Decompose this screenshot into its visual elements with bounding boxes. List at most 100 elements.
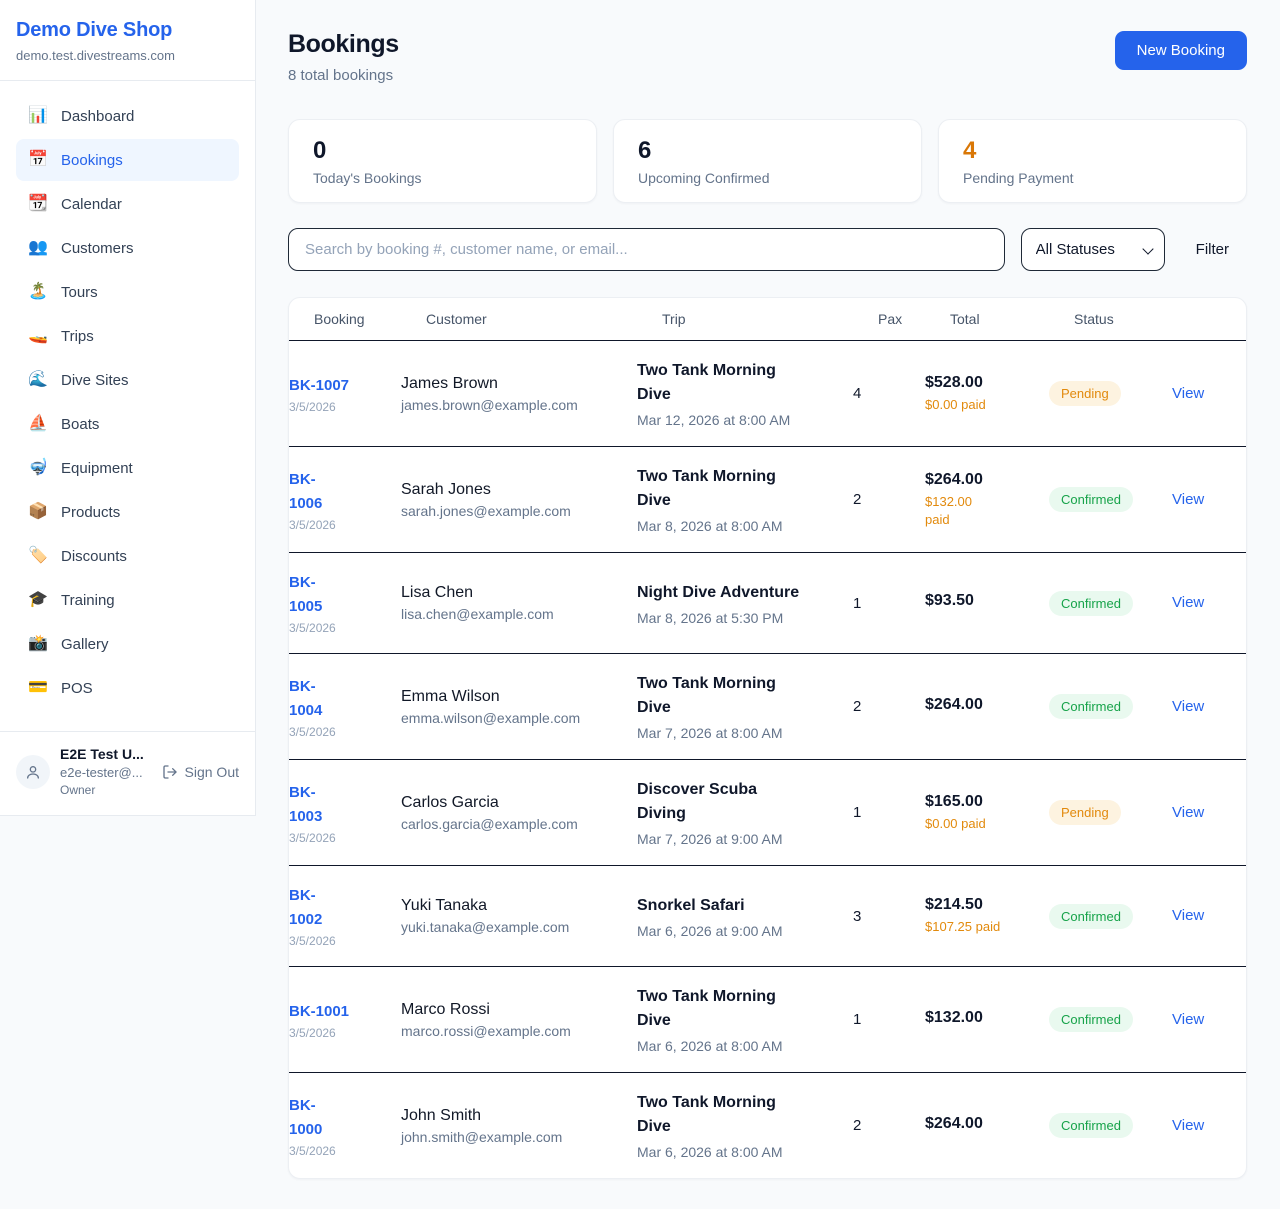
pax-count: 4 <box>853 385 862 402</box>
sidebar-item[interactable]: 👥 Customers <box>16 227 239 269</box>
brand-block: Demo Dive Shop demo.test.divestreams.com <box>0 0 255 81</box>
view-link[interactable]: View <box>1172 594 1205 611</box>
sidebar-item[interactable]: 💳 POS <box>16 667 239 709</box>
booking-id-link[interactable]: BK- 1006 <box>289 470 323 512</box>
trip-datetime: Mar 6, 2026 at 9:00 AM <box>637 922 783 939</box>
total-amount: $93.50 <box>925 592 974 609</box>
stat-label: Pending Payment <box>963 170 1074 186</box>
search-input[interactable] <box>288 228 1005 271</box>
column-header-trip: Trip <box>662 311 686 327</box>
tag-icon: 🏷️ <box>28 547 48 564</box>
sidebar-item[interactable]: 📊 Dashboard <box>16 95 239 137</box>
booking-id-link[interactable]: BK- 1004 <box>289 677 323 719</box>
sidebar-item[interactable]: 🌊 Dive Sites <box>16 359 239 401</box>
sidebar-item-label: Calendar <box>61 195 122 213</box>
paid-amount: $132.00 paid <box>925 493 972 527</box>
booking-id-link[interactable]: BK- 1002 <box>289 887 323 928</box>
view-link[interactable]: View <box>1172 803 1205 821</box>
new-booking-button[interactable]: New Booking <box>1114 31 1247 70</box>
booking-date: 3/5/2026 <box>289 1025 336 1040</box>
view-link[interactable]: View <box>1172 907 1205 924</box>
main-content: Bookings 8 total bookings New Booking 0 … <box>256 0 1280 1209</box>
customer-name: Marco Rossi <box>401 1000 490 1018</box>
people-icon: 👥 <box>28 239 48 256</box>
sidebar-item-label: Tours <box>61 283 98 301</box>
sidebar-item[interactable]: 🤿 Equipment <box>16 447 239 489</box>
booking-id-link[interactable]: BK- 1000 <box>289 1096 323 1138</box>
view-link[interactable]: View <box>1172 384 1205 402</box>
sidebar-item-label: Dive Sites <box>61 371 129 389</box>
sidebar-item[interactable]: 📅 Bookings <box>16 139 239 181</box>
sidebar-item[interactable]: 📦 Products <box>16 491 239 533</box>
trip-name: Two Tank Morning Dive <box>637 362 776 403</box>
booking-id-link[interactable]: BK-1007 <box>289 376 350 394</box>
sidebar-item[interactable]: 🏝️ Tours <box>16 271 239 313</box>
booking-id-link[interactable]: BK- 1005 <box>289 574 323 615</box>
view-link[interactable]: View <box>1172 1116 1205 1134</box>
tear-off-calendar-icon: 📆 <box>28 195 48 212</box>
sidebar-item[interactable]: 🚤 Trips <box>16 315 239 357</box>
wave-icon: 🌊 <box>28 371 48 388</box>
trip-datetime: Mar 7, 2026 at 8:00 AM <box>637 725 783 741</box>
column-header-total: Total <box>950 311 980 327</box>
sidebar-nav: 📊 Dashboard 📅 Bookings 📆 Calendar 👥 Cust… <box>0 81 255 719</box>
sidebar-item-label: Customers <box>61 239 134 257</box>
diving-mask-icon: 🤿 <box>28 459 48 476</box>
user-role: Owner <box>60 783 96 797</box>
view-link[interactable]: View <box>1172 697 1205 715</box>
sidebar-item[interactable]: 🎓 Training <box>16 579 239 621</box>
table-header-row: Booking Customer Trip Pax Total Status <box>289 298 1246 341</box>
customer-name: Lisa Chen <box>401 584 474 601</box>
pax-count: 3 <box>853 907 862 925</box>
pax-count: 1 <box>853 804 862 821</box>
pax-count: 1 <box>853 594 862 612</box>
table-row: BK- 1004 3/5/2026 Emma Wilson emma.wilso… <box>289 654 1246 760</box>
view-link[interactable]: View <box>1172 1010 1205 1028</box>
credit-card-icon: 💳 <box>28 679 48 696</box>
table-row: BK-1001 3/5/2026 Marco Rossi marco.rossi… <box>289 967 1246 1073</box>
customer-email: carlos.garcia@example.com <box>401 815 578 832</box>
sign-out-icon <box>162 764 177 779</box>
booking-date: 3/5/2026 <box>289 621 336 635</box>
sidebar-item[interactable]: 📸 Gallery <box>16 623 239 665</box>
sign-out-label: Sign Out <box>184 763 239 780</box>
status-select[interactable]: All Statuses <box>1020 228 1165 271</box>
sidebar-item-label: Products <box>61 503 121 521</box>
page-header: Bookings 8 total bookings New Booking <box>288 30 1247 84</box>
table-row: BK- 1006 3/5/2026 Sarah Jones sarah.jone… <box>289 447 1246 553</box>
trip-datetime: Mar 6, 2026 at 8:00 AM <box>637 1038 783 1054</box>
paid-amount: $0.00 paid <box>925 815 986 831</box>
page-title: Bookings <box>288 30 399 58</box>
customer-name: Emma Wilson <box>401 687 500 705</box>
sidebar-item-label: Bookings <box>61 151 123 169</box>
status-badge: Confirmed <box>1049 487 1133 512</box>
total-amount: $165.00 <box>925 792 983 810</box>
trip-name: Two Tank Morning Dive <box>637 1094 776 1135</box>
sidebar-item-label: Gallery <box>61 635 109 653</box>
table-row: BK- 1000 3/5/2026 John Smith john.smith@… <box>289 1073 1246 1178</box>
booking-id-link[interactable]: BK- 1003 <box>289 783 323 825</box>
status-badge: Pending <box>1049 381 1121 406</box>
total-amount: $264.00 <box>925 695 983 713</box>
trip-name: Two Tank Morning Dive <box>637 675 776 716</box>
booking-date: 3/5/2026 <box>289 1143 336 1158</box>
customer-name: James Brown <box>401 374 498 392</box>
total-bookings-count: 8 total bookings <box>288 67 394 84</box>
trip-datetime: Mar 6, 2026 at 8:00 AM <box>637 1144 783 1160</box>
customer-email: lisa.chen@example.com <box>401 606 554 622</box>
user-name: E2E Test U... <box>60 746 144 762</box>
view-link[interactable]: View <box>1172 490 1205 508</box>
trip-datetime: Mar 12, 2026 at 8:00 AM <box>637 412 791 428</box>
status-badge: Confirmed <box>1049 694 1133 719</box>
filter-button[interactable]: Filter <box>1178 241 1247 258</box>
sidebar-item[interactable]: ⛵ Boats <box>16 403 239 445</box>
stat-label: Upcoming Confirmed <box>638 170 770 186</box>
sidebar-item[interactable]: 📆 Calendar <box>16 183 239 225</box>
booking-date: 3/5/2026 <box>289 399 336 414</box>
sidebar-item[interactable]: 🏷️ Discounts <box>16 535 239 577</box>
sign-out-button[interactable]: Sign Out <box>162 764 239 780</box>
booking-id-link[interactable]: BK-1001 <box>289 1002 350 1020</box>
bar-chart-icon: 📊 <box>28 107 48 124</box>
table-body: BK-1007 3/5/2026 James Brown james.brown… <box>289 341 1246 1178</box>
stat-label: Today's Bookings <box>313 170 422 186</box>
